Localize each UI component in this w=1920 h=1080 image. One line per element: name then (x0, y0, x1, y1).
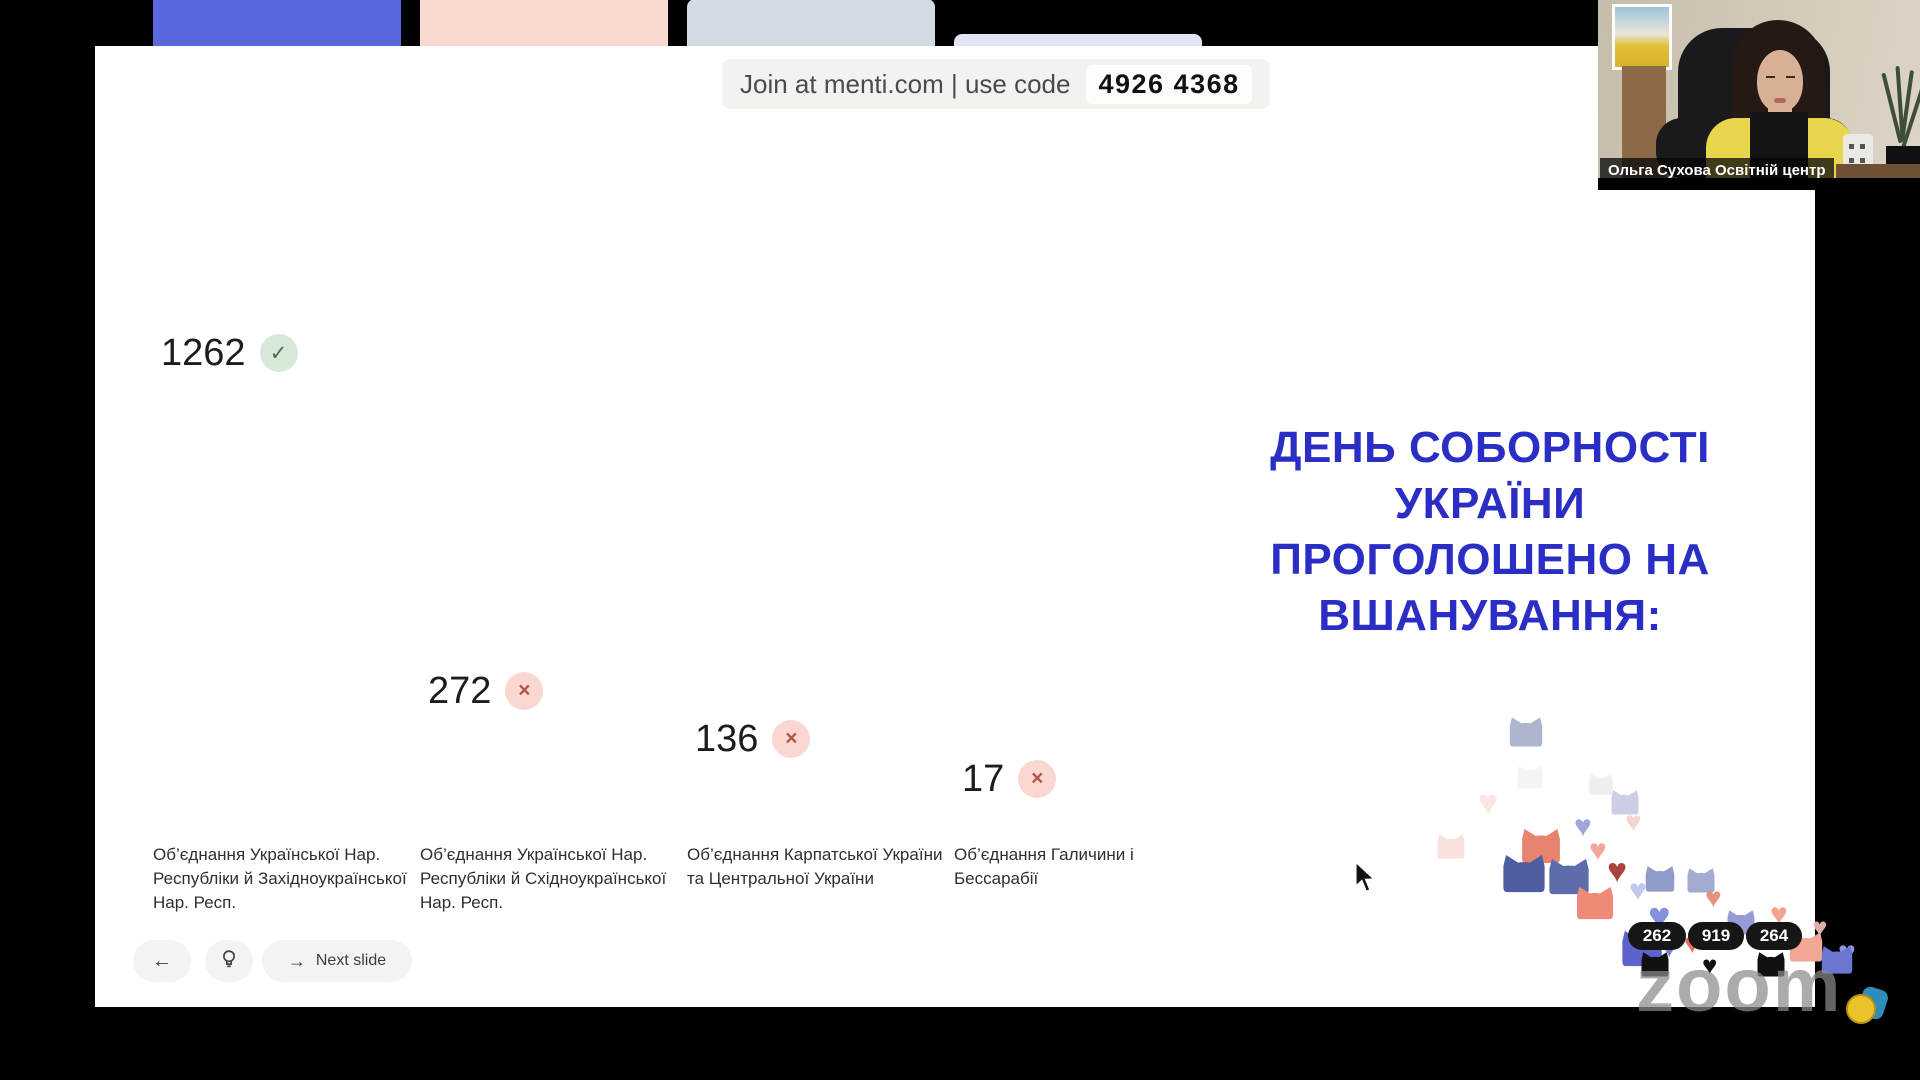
lips (1774, 98, 1786, 103)
incorrect-cross-icon: × (772, 720, 811, 758)
slide-title: ДЕНЬ СОБОРНОСТІ УКРАЇНИ ПРОГОЛОШЕНО НА В… (1270, 423, 1710, 640)
webcam-bottom-border (1598, 178, 1920, 190)
participant-name-label: Ольга Сухова Освітній центр (1600, 158, 1834, 178)
bar-value: 136 (695, 717, 759, 760)
bar-label: Об’єднання Української Нар. Республіки й … (420, 845, 667, 912)
desk-surface (1836, 164, 1920, 178)
arrow-left-icon: ← (152, 949, 172, 972)
bar (420, 0, 668, 46)
join-instructions-text: Join at menti.com | use code (740, 68, 1071, 99)
heart-icon: ♥ (1702, 950, 1718, 980)
incorrect-cross-icon: × (1018, 760, 1057, 798)
mentimeter-slide: Join at menti.com | use code 4926 4368 1… (95, 0, 1815, 1007)
next-slide-label: Next slide (315, 952, 387, 969)
participant-video-tile[interactable]: Ольга Сухова Освітній центр (1598, 0, 1920, 178)
bar-label: Об’єднання Карпатської України та Централ… (687, 845, 943, 888)
previous-slide-button[interactable]: ← (133, 940, 191, 982)
incorrect-cross-icon: × (505, 672, 544, 710)
bar-value: 1262 (161, 331, 246, 374)
lightbulb-icon (218, 948, 240, 975)
bar (153, 0, 401, 46)
mouse-cursor (1352, 860, 1378, 899)
cat-icon (1756, 950, 1786, 983)
reaction-count-badge: 919 (1688, 922, 1744, 950)
eyebrow (1766, 76, 1775, 78)
join-code: 4926 4368 (1086, 64, 1252, 104)
bar-label: Об’єднання Галичини і Бессарабії (954, 845, 1134, 888)
hint-bulb-button[interactable] (205, 940, 253, 982)
arrow-right-icon: → (287, 950, 306, 971)
bar-value: 272 (428, 669, 492, 712)
next-slide-button[interactable]: → Next slide (262, 940, 412, 982)
eyebrow (1786, 76, 1795, 78)
sunflower-poster (1612, 4, 1672, 70)
bar (687, 0, 935, 46)
bar-value: 17 (962, 757, 1005, 800)
zoom-watermark: zoom (1636, 943, 1843, 1028)
zoom-watermark-logo-icon (1846, 984, 1890, 1026)
bar-label: Об’єднання Української Нар. Республіки й … (153, 845, 407, 912)
correct-check-icon: ✓ (259, 334, 298, 372)
join-instructions-bar: Join at menti.com | use code 4926 4368 (722, 59, 1270, 109)
bar (954, 34, 1202, 46)
